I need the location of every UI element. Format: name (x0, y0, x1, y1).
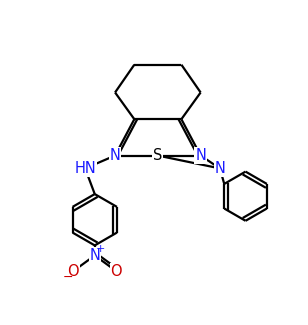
Text: N: N (110, 148, 120, 163)
Text: +: + (95, 244, 105, 254)
Text: N: N (195, 148, 206, 163)
Text: O: O (110, 264, 122, 279)
Text: N: N (89, 248, 100, 263)
Text: S: S (153, 148, 163, 163)
Text: O: O (67, 264, 79, 279)
Text: HN: HN (74, 161, 96, 176)
Text: N: N (214, 161, 225, 176)
Text: −: − (63, 270, 73, 283)
